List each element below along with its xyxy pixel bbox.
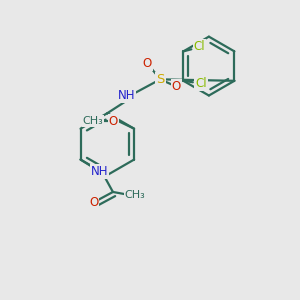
Text: Cl: Cl bbox=[195, 77, 207, 90]
Text: O: O bbox=[172, 80, 181, 93]
Text: O: O bbox=[109, 115, 118, 128]
Text: Cl: Cl bbox=[194, 40, 206, 53]
Text: S: S bbox=[156, 73, 164, 86]
Text: O: O bbox=[89, 196, 98, 209]
Text: CH₃: CH₃ bbox=[124, 190, 146, 200]
Text: NH: NH bbox=[91, 165, 108, 178]
Text: O: O bbox=[142, 57, 152, 70]
Text: NH: NH bbox=[118, 89, 135, 102]
Text: CH₃: CH₃ bbox=[82, 116, 103, 126]
